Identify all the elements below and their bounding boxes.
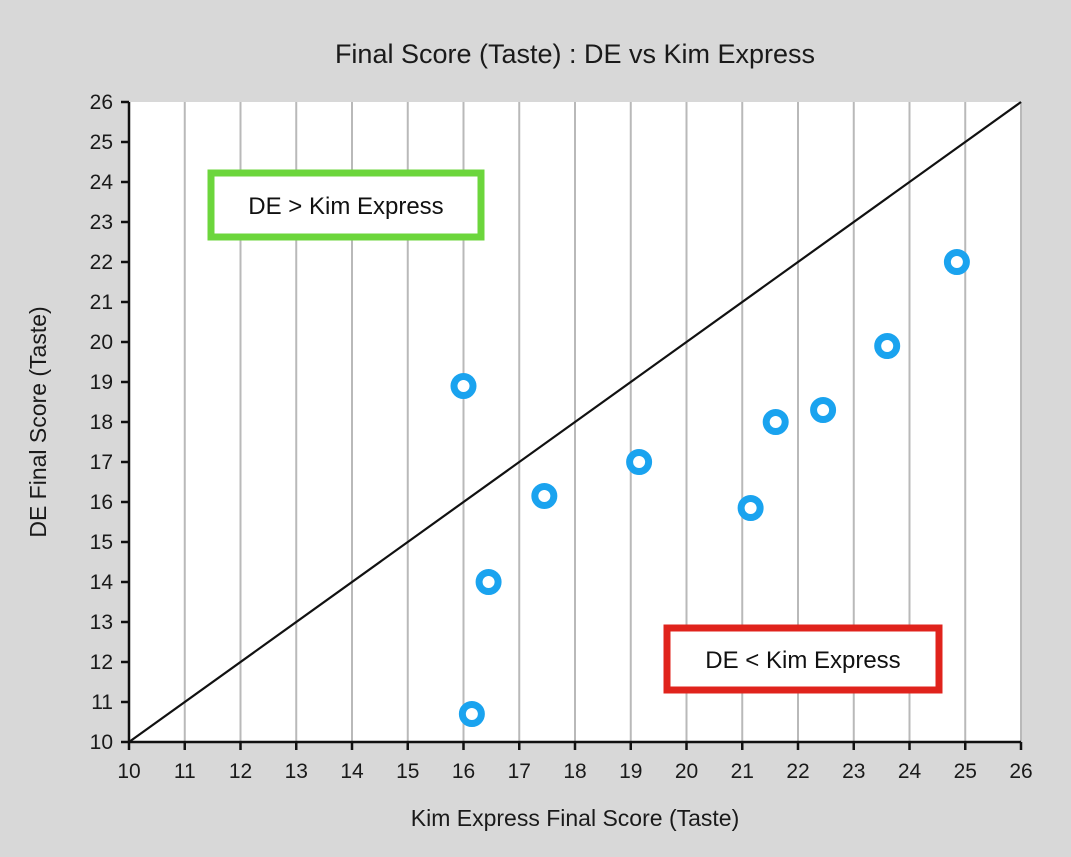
data-point-7 xyxy=(762,409,789,435)
data-point-5 xyxy=(626,449,653,475)
annotation-text-bottom-right: DE < Kim Express xyxy=(705,647,900,674)
x-tick-label-10: 10 xyxy=(117,760,140,783)
axes xyxy=(121,100,1023,750)
y-axis-label: DE Final Score (Taste) xyxy=(25,306,51,537)
chart-title: Final Score (Taste) : DE vs Kim Express xyxy=(335,39,815,69)
x-tick-label-11: 11 xyxy=(174,760,196,783)
annotation-layer: DE > Kim Express DE < Kim Express xyxy=(207,169,943,694)
annotation-text-top-left: DE > Kim Express xyxy=(248,193,443,220)
y-tick-label-21: 21 xyxy=(90,291,113,314)
y-tick-label-16: 16 xyxy=(90,491,113,514)
y-tick-label-15: 15 xyxy=(90,531,113,554)
x-tick-label-24: 24 xyxy=(898,760,922,783)
y-tick-label-13: 13 xyxy=(90,611,113,634)
x-tick-label-25: 25 xyxy=(954,760,977,783)
x-tick-label-15: 15 xyxy=(396,760,419,783)
y-tick-label-23: 23 xyxy=(90,211,113,234)
data-point-4 xyxy=(531,483,558,509)
annotation-box-bottom-right xyxy=(663,624,943,694)
y-tick-label-26: 26 xyxy=(90,91,113,114)
data-points xyxy=(450,249,970,727)
data-point-9 xyxy=(874,333,901,359)
y-tick-label-19: 19 xyxy=(90,371,113,394)
reference-line-layer xyxy=(128,101,1022,743)
y-tick-label-20: 20 xyxy=(90,331,113,354)
x-tick-label-21: 21 xyxy=(731,760,754,783)
data-point-2 xyxy=(458,701,485,727)
data-point-1 xyxy=(450,373,477,399)
reference-line-y-equals-x xyxy=(128,101,1022,743)
x-tick-label-22: 22 xyxy=(786,760,809,783)
y-tick-label-22: 22 xyxy=(90,251,113,274)
x-tick-label-26: 26 xyxy=(1009,760,1032,783)
x-tick-label-12: 12 xyxy=(229,760,252,783)
data-point-6 xyxy=(737,495,764,521)
x-tick-label-14: 14 xyxy=(340,760,364,783)
y-tick-label-24: 24 xyxy=(90,171,114,194)
x-tick-label-13: 13 xyxy=(285,760,308,783)
tick-labels: 10 11 12 13 14 15 16 17 18 19 20 21 22 23 24 25 26 10 11 12… xyxy=(90,91,1033,783)
y-tick-label-12: 12 xyxy=(90,651,113,674)
x-tick-label-17: 17 xyxy=(508,760,531,783)
x-tick-label-16: 16 xyxy=(452,760,475,783)
x-axis-label: Kim Express Final Score (Taste) xyxy=(411,805,739,831)
y-tick-label-25: 25 xyxy=(90,131,113,154)
y-tick-label-10: 10 xyxy=(90,731,113,754)
y-tick-label-11: 11 xyxy=(91,691,113,714)
y-tick-label-14: 14 xyxy=(90,571,114,594)
x-tick-label-20: 20 xyxy=(675,760,698,783)
y-tick-label-18: 18 xyxy=(90,411,113,434)
data-point-8 xyxy=(810,397,837,423)
x-tick-label-18: 18 xyxy=(563,760,586,783)
x-tick-label-19: 19 xyxy=(619,760,642,783)
y-tick-label-17: 17 xyxy=(90,451,113,474)
annotation-box-top-left xyxy=(207,169,485,241)
data-point-3 xyxy=(475,569,502,595)
x-tick-label-23: 23 xyxy=(842,760,865,783)
data-point-10 xyxy=(943,249,970,275)
